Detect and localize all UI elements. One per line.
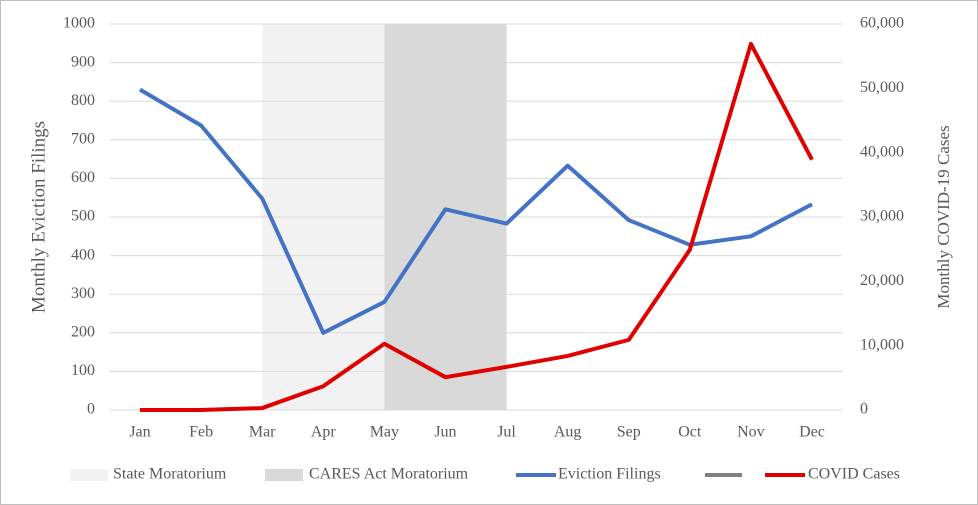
legend-label: CARES Act Moratorium [309, 466, 469, 483]
legend-swatch [70, 469, 108, 481]
y-tick-label: 100 [71, 362, 95, 379]
series-line [138, 87, 813, 335]
y2-tick-label: 0 [860, 401, 868, 418]
y2-axis-title: Monthly COVID-19 Cases [934, 125, 953, 308]
y2-tick-label: 20,000 [860, 272, 904, 289]
y-axis-title: Monthly Eviction Filings [28, 121, 49, 313]
y-tick-label: 500 [71, 208, 95, 225]
y2-tick-label: 30,000 [860, 208, 904, 225]
y-tick-label: 700 [71, 130, 95, 147]
y-tick-label: 600 [71, 169, 95, 186]
y-tick-label: 300 [71, 285, 95, 302]
legend-label: Eviction Filings [558, 466, 661, 483]
y2-tick-label: 60,000 [860, 15, 904, 32]
y2-tick-label: 40,000 [860, 143, 904, 160]
x-tick-label: Apr [311, 424, 337, 441]
y2-tick-label: 50,000 [860, 79, 904, 96]
x-tick-label: May [370, 424, 399, 441]
x-tick-label: Jan [129, 424, 150, 441]
x-tick-label: Nov [737, 424, 765, 441]
legend-label: COVID Cases [808, 466, 900, 483]
x-tick-label: Jul [497, 424, 516, 441]
x-tick-label: Oct [678, 424, 702, 441]
x-tick-label: Sep [617, 424, 641, 441]
x-tick-label: Feb [189, 424, 213, 441]
legend-label: State Moratorium [113, 466, 227, 483]
x-tick-label: Mar [249, 424, 276, 441]
y-tick-label: 400 [71, 246, 95, 263]
y-tick-label: 800 [71, 92, 95, 109]
x-tick-label: Aug [554, 424, 582, 441]
x-tick-label: Jun [434, 424, 456, 441]
y-tick-label: 900 [71, 53, 95, 70]
x-tick-label: Dec [799, 424, 825, 441]
series-line [140, 41, 814, 412]
y-tick-label: 1000 [63, 15, 95, 32]
y2-tick-label: 10,000 [860, 336, 904, 353]
grid [110, 23, 842, 411]
y-tick-label: 0 [87, 401, 95, 418]
y-tick-label: 200 [71, 323, 95, 340]
legend-swatch [265, 469, 303, 481]
